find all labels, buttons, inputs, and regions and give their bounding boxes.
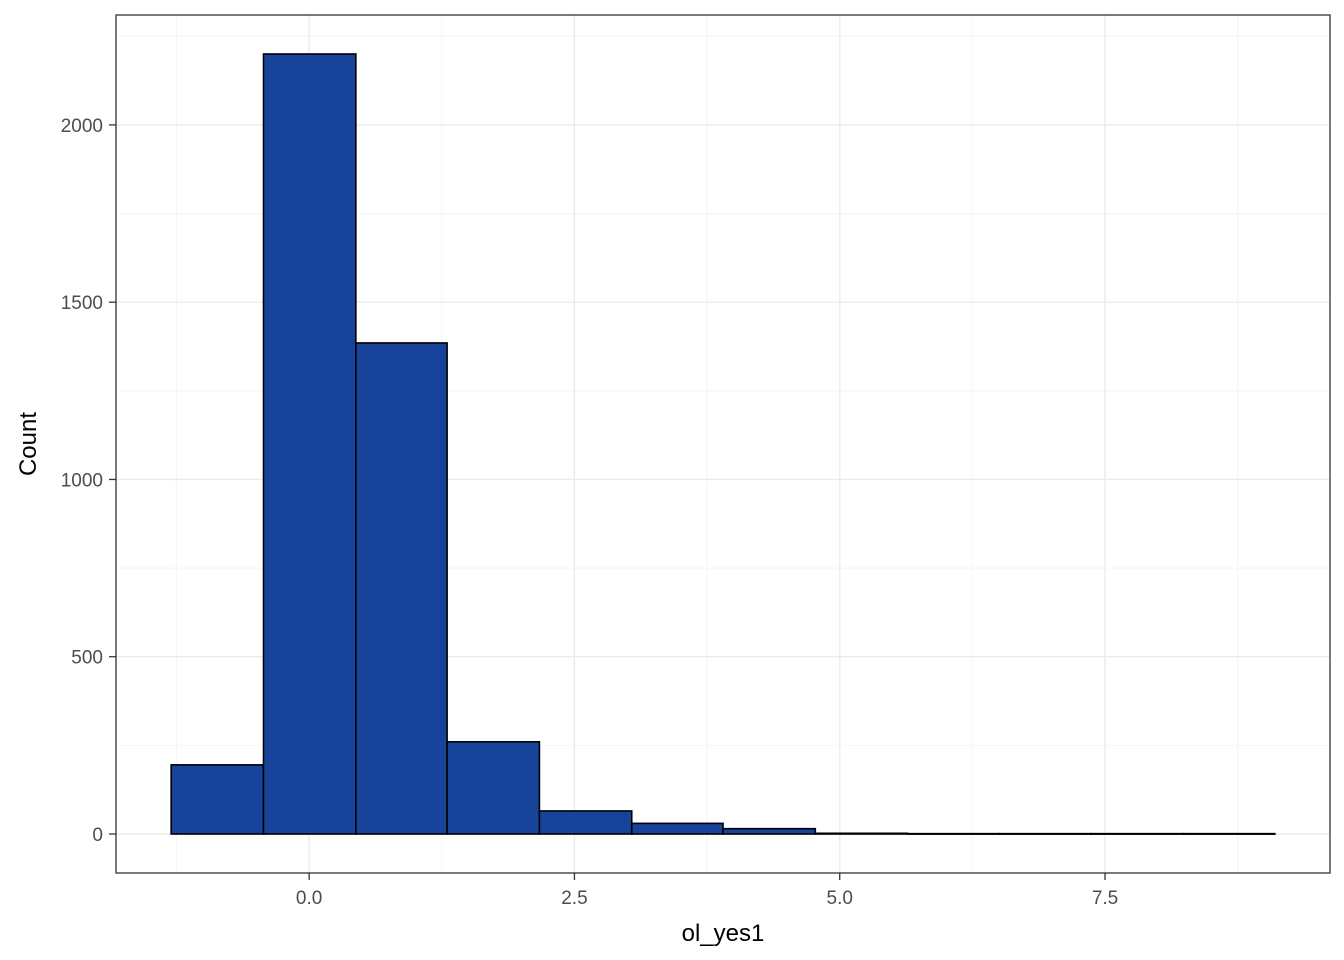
histogram-bar xyxy=(998,832,1093,835)
histogram-bar xyxy=(906,832,1000,835)
x-tick-label: 7.5 xyxy=(1092,888,1118,909)
histogram-bar xyxy=(538,810,633,835)
x-tick-label: 5.0 xyxy=(827,888,853,909)
y-tick-label: 2000 xyxy=(61,116,103,137)
histogram-bar xyxy=(446,741,541,835)
x-axis-ticks: 0.0 2.5 5.0 7.5 xyxy=(296,873,1118,909)
x-tick-label: 2.5 xyxy=(561,888,587,909)
y-axis-title: Count xyxy=(15,412,42,476)
y-tick-label: 500 xyxy=(71,648,103,669)
x-axis-title: ol_yes1 xyxy=(682,920,765,947)
y-tick-label: 1500 xyxy=(61,293,103,314)
panel-border xyxy=(115,14,1331,874)
y-axis-ticks: 0 500 1000 1500 2000 xyxy=(61,116,116,846)
histogram-bars xyxy=(170,53,1276,835)
histogram-bar xyxy=(1182,832,1276,835)
histogram-bar xyxy=(355,342,448,835)
histogram-bar xyxy=(170,764,265,835)
y-tick-label: 0 xyxy=(92,825,103,846)
y-tick-label: 1000 xyxy=(61,470,103,491)
x-tick-label: 0.0 xyxy=(296,888,322,909)
histogram-bar xyxy=(630,822,724,835)
histogram-bar xyxy=(722,827,817,835)
histogram-bar xyxy=(1090,832,1185,835)
histogram-bar xyxy=(814,832,909,835)
histogram-bar xyxy=(262,53,357,835)
